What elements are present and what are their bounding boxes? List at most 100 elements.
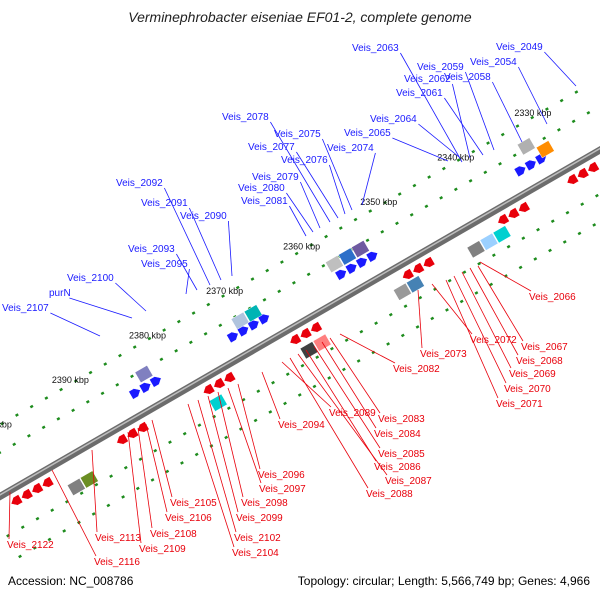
tick-mark: [109, 474, 114, 478]
reverse-gene-arrow: [365, 251, 379, 263]
feature-box: [351, 240, 370, 259]
leader-line: [127, 431, 142, 544]
leader-line: [461, 271, 512, 369]
tick-mark: [474, 291, 479, 295]
leader-line: [297, 353, 388, 476]
tick-mark: [562, 240, 567, 244]
leader-line: [305, 349, 377, 462]
leader-line: [453, 275, 507, 384]
gene-label: Veis_2073: [420, 349, 467, 360]
forward-gene-arrow: [21, 488, 34, 500]
tick-mark: [85, 400, 90, 404]
gene-label: Veis_2100: [67, 273, 114, 284]
forward-gene-arrow: [41, 476, 55, 488]
tick-mark: [489, 282, 494, 287]
leader-line: [339, 333, 396, 364]
tick-mark: [27, 434, 31, 438]
gene-label: Veis_2078: [222, 112, 269, 123]
tick-mark: [430, 316, 435, 321]
leader-line: [329, 337, 381, 414]
tick-mark: [265, 268, 270, 273]
leader-line: [544, 51, 577, 87]
feature-box: [208, 393, 228, 412]
tick-mark: [412, 183, 417, 188]
gene-label: Veis_2075: [274, 129, 321, 140]
tick-mark: [12, 442, 17, 447]
gene-label: Veis_2079: [252, 172, 299, 183]
tick-mark: [327, 376, 332, 380]
tick-mark: [329, 346, 334, 351]
kbp-label: 2360 kbp: [283, 241, 320, 251]
leader-line: [313, 345, 381, 449]
kbp-label: 2390 kbp: [52, 375, 89, 385]
leader-line: [417, 289, 423, 349]
tick-mark: [118, 353, 122, 358]
leader-line: [465, 71, 495, 151]
leader-line: [51, 469, 97, 557]
forward-gene-arrow: [213, 377, 226, 389]
reverse-gene-arrow: [355, 257, 368, 269]
tick-mark: [344, 338, 349, 342]
gene-label: Veis_2084: [374, 429, 421, 440]
tick-mark: [395, 221, 399, 226]
gene-label: Veis_2083: [378, 414, 425, 425]
backbone-highlight: [0, 147, 600, 496]
tick-mark: [380, 230, 385, 234]
tick-mark: [20, 525, 25, 529]
gene-label: Veis_2067: [521, 342, 568, 353]
forward-gene-arrow: [412, 262, 425, 274]
tick-mark: [218, 323, 223, 328]
tick-mark: [424, 204, 429, 209]
tick-mark: [338, 226, 343, 230]
tick-mark: [515, 124, 520, 128]
tick-mark: [468, 179, 473, 183]
gene-label: Veis_2085: [378, 449, 425, 460]
forward-gene-arrow: [577, 167, 590, 179]
backbone-line: [0, 145, 600, 501]
leader-line: [207, 395, 239, 513]
leader-line: [518, 66, 548, 125]
tick-mark: [159, 357, 164, 362]
tick-mark: [353, 217, 358, 222]
gene-label: Veis_2089: [329, 408, 376, 419]
tick-mark: [279, 260, 284, 264]
gene-label: Veis_2070: [504, 384, 551, 395]
tick-mark: [106, 503, 111, 508]
leader-line: [477, 265, 524, 342]
tick-mark: [262, 298, 267, 302]
forward-gene-arrow: [310, 321, 323, 333]
tick-mark: [447, 278, 452, 283]
gene-label: Veis_2049: [496, 42, 543, 53]
forward-gene-arrow: [518, 201, 531, 213]
tick-mark: [15, 413, 19, 417]
tick-mark: [285, 372, 290, 376]
forward-gene-arrow: [299, 327, 313, 339]
tick-mark: [542, 136, 547, 141]
forward-gene-arrow: [507, 207, 521, 219]
reverse-gene-arrow: [138, 382, 152, 394]
tick-mark: [41, 425, 46, 430]
leader-line: [300, 181, 321, 229]
tick-mark: [556, 128, 561, 132]
gene-label: Veis_2122: [7, 540, 54, 551]
forward-gene-arrow: [116, 433, 129, 445]
tick-mark: [168, 440, 172, 444]
gene-label: Veis_2068: [516, 356, 563, 367]
tick-mark: [71, 408, 76, 413]
tick-mark: [197, 423, 202, 427]
tick-mark: [35, 516, 40, 521]
tick-mark: [91, 512, 96, 516]
tick-mark: [533, 257, 538, 261]
tick-mark: [491, 253, 496, 257]
leader-line: [151, 419, 173, 498]
tick-mark: [47, 537, 52, 542]
leader-line: [431, 283, 473, 335]
tick-mark: [486, 141, 490, 145]
leader-line: [286, 192, 314, 233]
tick-mark: [565, 210, 570, 215]
tick-mark: [18, 554, 22, 559]
tick-mark: [147, 336, 152, 341]
gene-label: Veis_2090: [180, 211, 227, 222]
reverse-gene-arrow: [149, 376, 162, 388]
tick-mark: [162, 328, 167, 332]
